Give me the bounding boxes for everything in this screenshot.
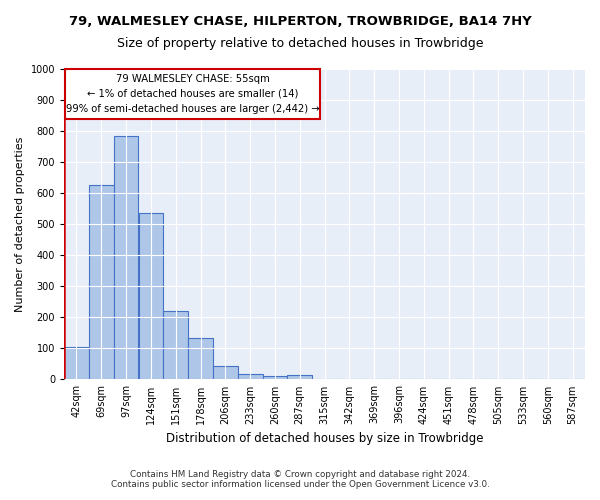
Bar <box>139 214 163 380</box>
Text: 79 WALMESLEY CHASE: 55sqm
← 1% of detached houses are smaller (14)
99% of semi-d: 79 WALMESLEY CHASE: 55sqm ← 1% of detach… <box>65 74 319 114</box>
Y-axis label: Number of detached properties: Number of detached properties <box>15 136 25 312</box>
Text: Size of property relative to detached houses in Trowbridge: Size of property relative to detached ho… <box>117 38 483 51</box>
Bar <box>89 186 113 380</box>
Bar <box>213 366 238 380</box>
Bar <box>287 376 312 380</box>
Bar <box>113 136 139 380</box>
X-axis label: Distribution of detached houses by size in Trowbridge: Distribution of detached houses by size … <box>166 432 483 445</box>
FancyBboxPatch shape <box>65 69 320 118</box>
Bar <box>64 348 89 380</box>
Bar <box>238 374 263 380</box>
Text: 79, WALMESLEY CHASE, HILPERTON, TROWBRIDGE, BA14 7HY: 79, WALMESLEY CHASE, HILPERTON, TROWBRID… <box>68 15 532 28</box>
Bar <box>163 310 188 380</box>
Text: Contains HM Land Registry data © Crown copyright and database right 2024.
Contai: Contains HM Land Registry data © Crown c… <box>110 470 490 489</box>
Bar <box>188 338 213 380</box>
Bar <box>263 376 287 380</box>
